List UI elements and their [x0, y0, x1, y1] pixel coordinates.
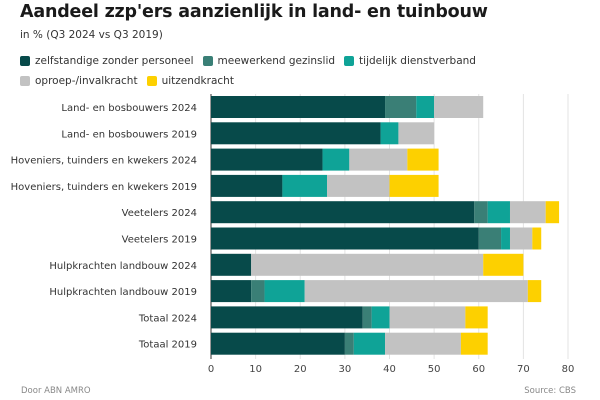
x-tick-label: 50: [428, 364, 441, 375]
category-label: Hulpkrachten landbouw 2024: [49, 261, 197, 272]
bar-segment: [465, 306, 488, 329]
bar-segment: [474, 201, 488, 224]
legend: zelfstandige zonder personeel meewerkend …: [20, 52, 590, 92]
bar-segment: [501, 227, 510, 250]
category-label: Totaal 2024: [138, 313, 197, 324]
chart-subtitle: in % (Q3 2024 vs Q3 2019): [20, 29, 163, 41]
bar-segment: [344, 332, 354, 355]
chart-title: Aandeel zzp'ers aanzienlijk in land- en …: [20, 2, 488, 22]
bar-segment: [282, 174, 328, 197]
bar-segment: [398, 122, 435, 145]
legend-swatch: [202, 56, 213, 66]
bar-segment: [416, 96, 435, 118]
legend-label: oproep-/invalkracht: [35, 75, 138, 87]
bar-segment: [527, 280, 542, 303]
bars: [211, 96, 560, 355]
bar-segment: [487, 201, 510, 224]
bar-segment: [509, 201, 546, 224]
legend-swatch: [344, 56, 355, 66]
bar-segment: [322, 148, 350, 171]
x-tick-label: 40: [383, 364, 396, 375]
category-labels: Land- en bosbouwers 2024 Land- en bosbouw…: [11, 103, 197, 351]
category-label: Hulpkrachten landbouw 2019: [49, 287, 197, 298]
bar-segment: [211, 174, 283, 197]
legend-label: tijdelijk dienstverband: [359, 55, 476, 67]
bar-segment: [211, 201, 475, 224]
x-tick-label: 30: [339, 364, 352, 375]
legend-item: oproep-/invalkracht: [20, 72, 138, 90]
bar-segment: [211, 148, 323, 171]
bar-segment: [211, 122, 381, 145]
source-text: Source: CBS: [524, 386, 576, 396]
bar-segment: [327, 174, 390, 197]
legend-item: tijdelijk dienstverband: [344, 52, 476, 70]
x-tick-label: 80: [562, 364, 575, 375]
legend-label: meewerkend gezinslid: [217, 55, 336, 67]
bar-segment: [251, 253, 484, 276]
category-label: Veetelers 2024: [122, 208, 197, 219]
x-tick-label: 60: [472, 364, 485, 375]
bar-segment: [389, 306, 466, 329]
bar-segment: [380, 122, 399, 145]
bar-segment: [211, 280, 252, 303]
bar-segment: [532, 227, 542, 250]
bar-segment: [385, 96, 417, 118]
legend-label: zelfstandige zonder personeel: [35, 55, 194, 67]
category-label: Totaal 2019: [138, 340, 197, 351]
legend-swatch: [20, 56, 30, 66]
bar-segment: [407, 148, 439, 171]
bar-segment: [509, 227, 533, 250]
legend-item: uitzendkracht: [146, 72, 234, 90]
x-tick-label: 0: [208, 364, 214, 375]
bar-segment: [362, 306, 372, 329]
bar-segment: [353, 332, 386, 355]
bar-segment: [304, 280, 528, 303]
bar-segment: [251, 280, 265, 303]
bar-segment: [211, 96, 386, 118]
bar-segment: [460, 332, 488, 355]
bar-segment: [349, 148, 408, 171]
bar-segment: [389, 174, 439, 197]
bar-segment: [545, 201, 560, 224]
bar-segment: [434, 96, 484, 118]
legend-swatch: [146, 76, 157, 86]
bar-segment: [385, 332, 461, 355]
bar-segment: [211, 227, 479, 250]
bar-segment: [211, 253, 252, 276]
x-tick-labels: 0 10 20 30 40 50 60 70 80: [208, 364, 575, 375]
category-label: Hoveniers, tuinders en kwekers 2024: [11, 156, 197, 167]
bar-segment: [483, 253, 524, 276]
bar-segment: [371, 306, 390, 329]
category-label: Veetelers 2019: [122, 235, 197, 246]
category-label: Land- en bosbouwers 2019: [61, 129, 197, 140]
legend-label: uitzendkracht: [161, 75, 234, 87]
legend-item: zelfstandige zonder personeel: [20, 52, 194, 70]
bar-segment: [478, 227, 502, 250]
legend-swatch: [20, 76, 30, 86]
x-tick-label: 70: [517, 364, 530, 375]
category-label: Hoveniers, tuinders en kwekers 2019: [11, 182, 197, 193]
x-tick-label: 20: [294, 364, 307, 375]
x-tick-label: 10: [249, 364, 262, 375]
category-label: Land- en bosbouwers 2024: [61, 103, 197, 114]
bar-segment: [211, 306, 363, 329]
bar-segment: [264, 280, 305, 303]
legend-item: meewerkend gezinslid: [202, 52, 336, 70]
bar-segment: [211, 332, 345, 355]
credit-text: Door ABN AMRO: [21, 386, 91, 396]
